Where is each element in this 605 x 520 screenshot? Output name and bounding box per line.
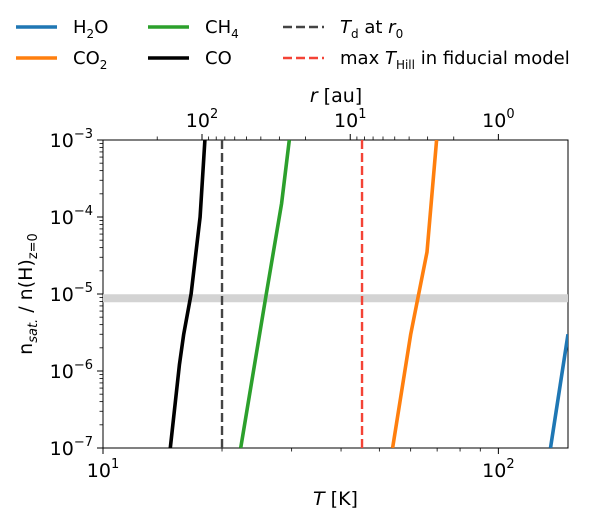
top-axis-label: r [au] bbox=[310, 85, 362, 107]
series-line-CH4 bbox=[238, 140, 292, 448]
legend-label-4: Td at r0 bbox=[340, 17, 403, 41]
axis-layer: 101 102 10−3 10−4 10−5 10−6 10−7 102 101 100 bbox=[50, 107, 515, 482]
top-tick-label-2: 100 bbox=[482, 107, 514, 132]
series-line-CO2 bbox=[390, 140, 439, 448]
x-axis-label: T [K] bbox=[313, 488, 358, 510]
legend-label-5: max THill in fiducial model bbox=[340, 48, 570, 72]
x-tick-label-1: 102 bbox=[482, 457, 514, 482]
y-tick-label-2: 10−5 bbox=[50, 281, 93, 306]
top-tick-label-0: 102 bbox=[186, 107, 218, 132]
series-layer bbox=[168, 140, 568, 448]
plot-frame bbox=[102, 139, 569, 449]
legend-label-2: CH4 bbox=[205, 17, 239, 41]
legend-label-1: CO2 bbox=[73, 48, 107, 72]
top-tick-label-1: 101 bbox=[334, 107, 366, 132]
legend-label-0: H2O bbox=[73, 17, 108, 41]
legend-label-3: CO bbox=[205, 48, 232, 69]
y-tick-label-0: 10−3 bbox=[50, 127, 93, 152]
legend: H2O CO2 CH4 CO Td at r0 max THill in fiducial… bbox=[16, 17, 570, 72]
y-tick-label-3: 10−6 bbox=[50, 358, 93, 383]
vline-layer bbox=[220, 140, 364, 448]
y-tick-label-1: 10−4 bbox=[50, 204, 93, 229]
series-line-CO bbox=[168, 140, 207, 448]
series-line-H2O bbox=[548, 334, 568, 448]
y-tick-label-4: 10−7 bbox=[50, 435, 93, 460]
y-axis-label: nsat. / n(H)z=0 bbox=[15, 233, 41, 355]
x-tick-label-0: 101 bbox=[87, 457, 119, 482]
